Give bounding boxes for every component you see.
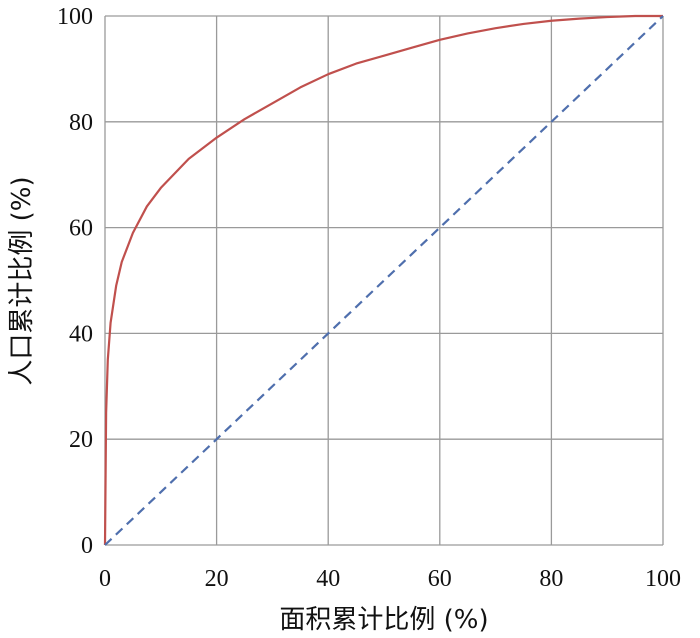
y-axis-label: 人口累计比例 (%) bbox=[7, 176, 37, 385]
y-tick-label-2: 40 bbox=[69, 321, 93, 347]
x-tick-label-2: 40 bbox=[316, 566, 340, 592]
tick-labels: 0 20 40 60 80 100 0 20 40 60 80 100 bbox=[57, 4, 681, 592]
y-tick-label-1: 20 bbox=[69, 427, 93, 453]
x-tick-label-0: 0 bbox=[99, 566, 111, 592]
y-tick-label-0: 0 bbox=[81, 533, 93, 559]
x-tick-label-1: 20 bbox=[205, 566, 229, 592]
y-tick-label-5: 100 bbox=[57, 4, 93, 30]
x-tick-label-5: 100 bbox=[645, 566, 681, 592]
series-line-1 bbox=[104, 15, 664, 546]
y-tick-label-4: 80 bbox=[69, 110, 93, 136]
series-line-0 bbox=[103, 14, 663, 546]
y-tick-label-3: 60 bbox=[69, 216, 93, 242]
x-axis-label: 面积累计比例 (%) bbox=[279, 605, 488, 635]
x-tick-label-4: 80 bbox=[539, 566, 563, 592]
x-tick-label-3: 60 bbox=[428, 566, 452, 592]
series-group bbox=[103, 14, 664, 546]
grid bbox=[104, 15, 664, 546]
